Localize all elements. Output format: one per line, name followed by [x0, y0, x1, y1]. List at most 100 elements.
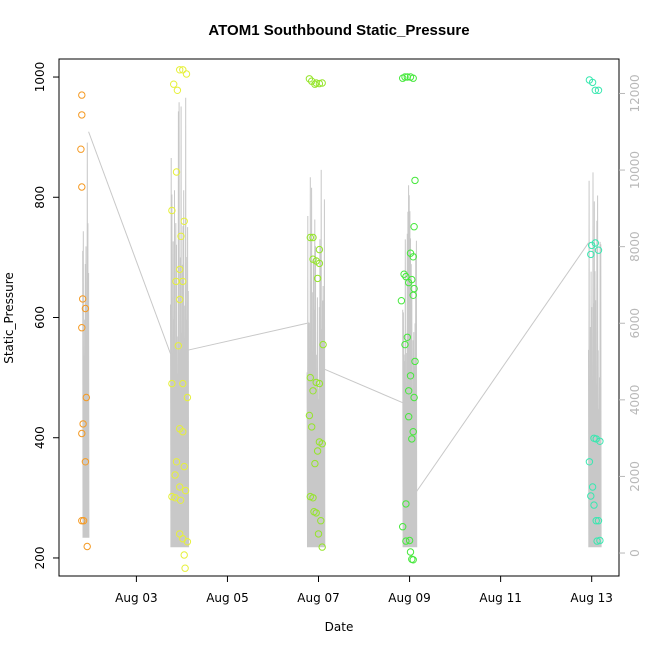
data-point [406, 548, 415, 556]
data-point [306, 373, 314, 382]
data-point [309, 494, 317, 502]
y-axis-left: 200 400 600 800 1000 [33, 62, 59, 569]
data-point [319, 340, 327, 349]
data-point [79, 517, 88, 525]
data-point [168, 492, 176, 501]
y-axis-right: 0 2000 4000 6000 8000 10000 12000 [619, 74, 642, 557]
data-point [305, 411, 314, 420]
background-line-bridge [188, 322, 308, 351]
data-point [179, 66, 187, 74]
data-point [401, 73, 409, 81]
y-tick-label: 600 [33, 306, 47, 329]
data-point [177, 232, 185, 241]
data-point [405, 536, 414, 545]
data-point [315, 379, 324, 388]
y2-tick-label: 10000 [628, 151, 642, 189]
data-point [305, 75, 314, 83]
data-point [311, 459, 319, 468]
x-tick-label: Aug 03 [115, 591, 158, 605]
data-point [593, 537, 601, 545]
data-point [172, 168, 181, 176]
x-axis-label: Date [325, 620, 354, 634]
x-axis: Aug 03 Aug 05 Aug 07 Aug 09 Aug 11 Aug 13 [115, 576, 613, 605]
data-point [313, 447, 322, 455]
data-point [168, 206, 176, 215]
data-point [318, 79, 326, 87]
data-point [315, 259, 324, 268]
data-point [183, 393, 192, 402]
x-tick-label: Aug 09 [388, 591, 431, 605]
background-line-segment [82, 142, 90, 538]
data-point [405, 413, 413, 421]
data-point [409, 74, 417, 82]
data-point [592, 517, 600, 525]
data-point [81, 304, 90, 313]
data-point [182, 70, 191, 78]
data-point [405, 387, 413, 395]
y2-tick-label: 6000 [628, 308, 642, 339]
data-point [410, 393, 418, 402]
x-tick-label: Aug 05 [206, 591, 249, 605]
data-point [171, 471, 179, 479]
data-point [402, 537, 410, 545]
data-point [77, 145, 85, 153]
scatter-points-layer [77, 66, 604, 572]
data-point [315, 79, 324, 88]
data-point [318, 543, 326, 551]
data-point [81, 458, 90, 466]
data-point [78, 91, 86, 99]
background-line-segment [170, 97, 190, 548]
plot-frame [58, 58, 620, 577]
data-point [592, 435, 600, 443]
data-point [312, 378, 320, 387]
data-point [590, 501, 598, 509]
y-tick-label: 400 [33, 426, 47, 449]
data-point [318, 440, 326, 448]
data-point [170, 80, 178, 88]
y-tick-label: 1000 [33, 62, 47, 93]
data-point [78, 429, 86, 438]
data-point [79, 295, 87, 303]
data-point [594, 246, 603, 254]
data-point [82, 393, 91, 402]
background-line-bridge [324, 368, 406, 405]
data-point [180, 462, 188, 471]
data-point [312, 509, 320, 517]
data-point [311, 80, 319, 88]
data-point [309, 387, 317, 395]
data-point [314, 530, 323, 538]
background-line-bridge [415, 242, 589, 493]
data-point [176, 265, 184, 274]
data-point [409, 253, 417, 261]
background-line-layer [82, 97, 602, 548]
background-line-segment [306, 169, 326, 548]
data-point [588, 78, 597, 87]
data-point [315, 245, 324, 254]
data-point [403, 333, 411, 341]
data-point [409, 556, 417, 564]
data-point [179, 428, 187, 436]
data-point [176, 66, 184, 74]
data-point [176, 295, 184, 304]
data-point [179, 379, 187, 388]
y2-tick-label: 0 [628, 549, 642, 557]
data-point [176, 496, 185, 504]
data-point [408, 435, 416, 443]
data-point [78, 183, 86, 191]
data-point [308, 423, 316, 431]
data-point [172, 277, 180, 286]
data-point [411, 357, 419, 366]
y-tick-label: 800 [33, 186, 47, 209]
data-point [180, 551, 188, 559]
data-point [183, 538, 192, 546]
x-tick-label: Aug 13 [570, 591, 613, 605]
data-point [596, 536, 604, 545]
background-line-segment [402, 185, 418, 548]
data-point [181, 564, 189, 572]
chart-title: ATOM1 Southbound Static_Pressure [208, 22, 469, 39]
background-line-bridge [88, 131, 172, 355]
data-point [172, 458, 181, 466]
y2-tick-label: 4000 [628, 385, 642, 416]
data-point [399, 523, 407, 531]
